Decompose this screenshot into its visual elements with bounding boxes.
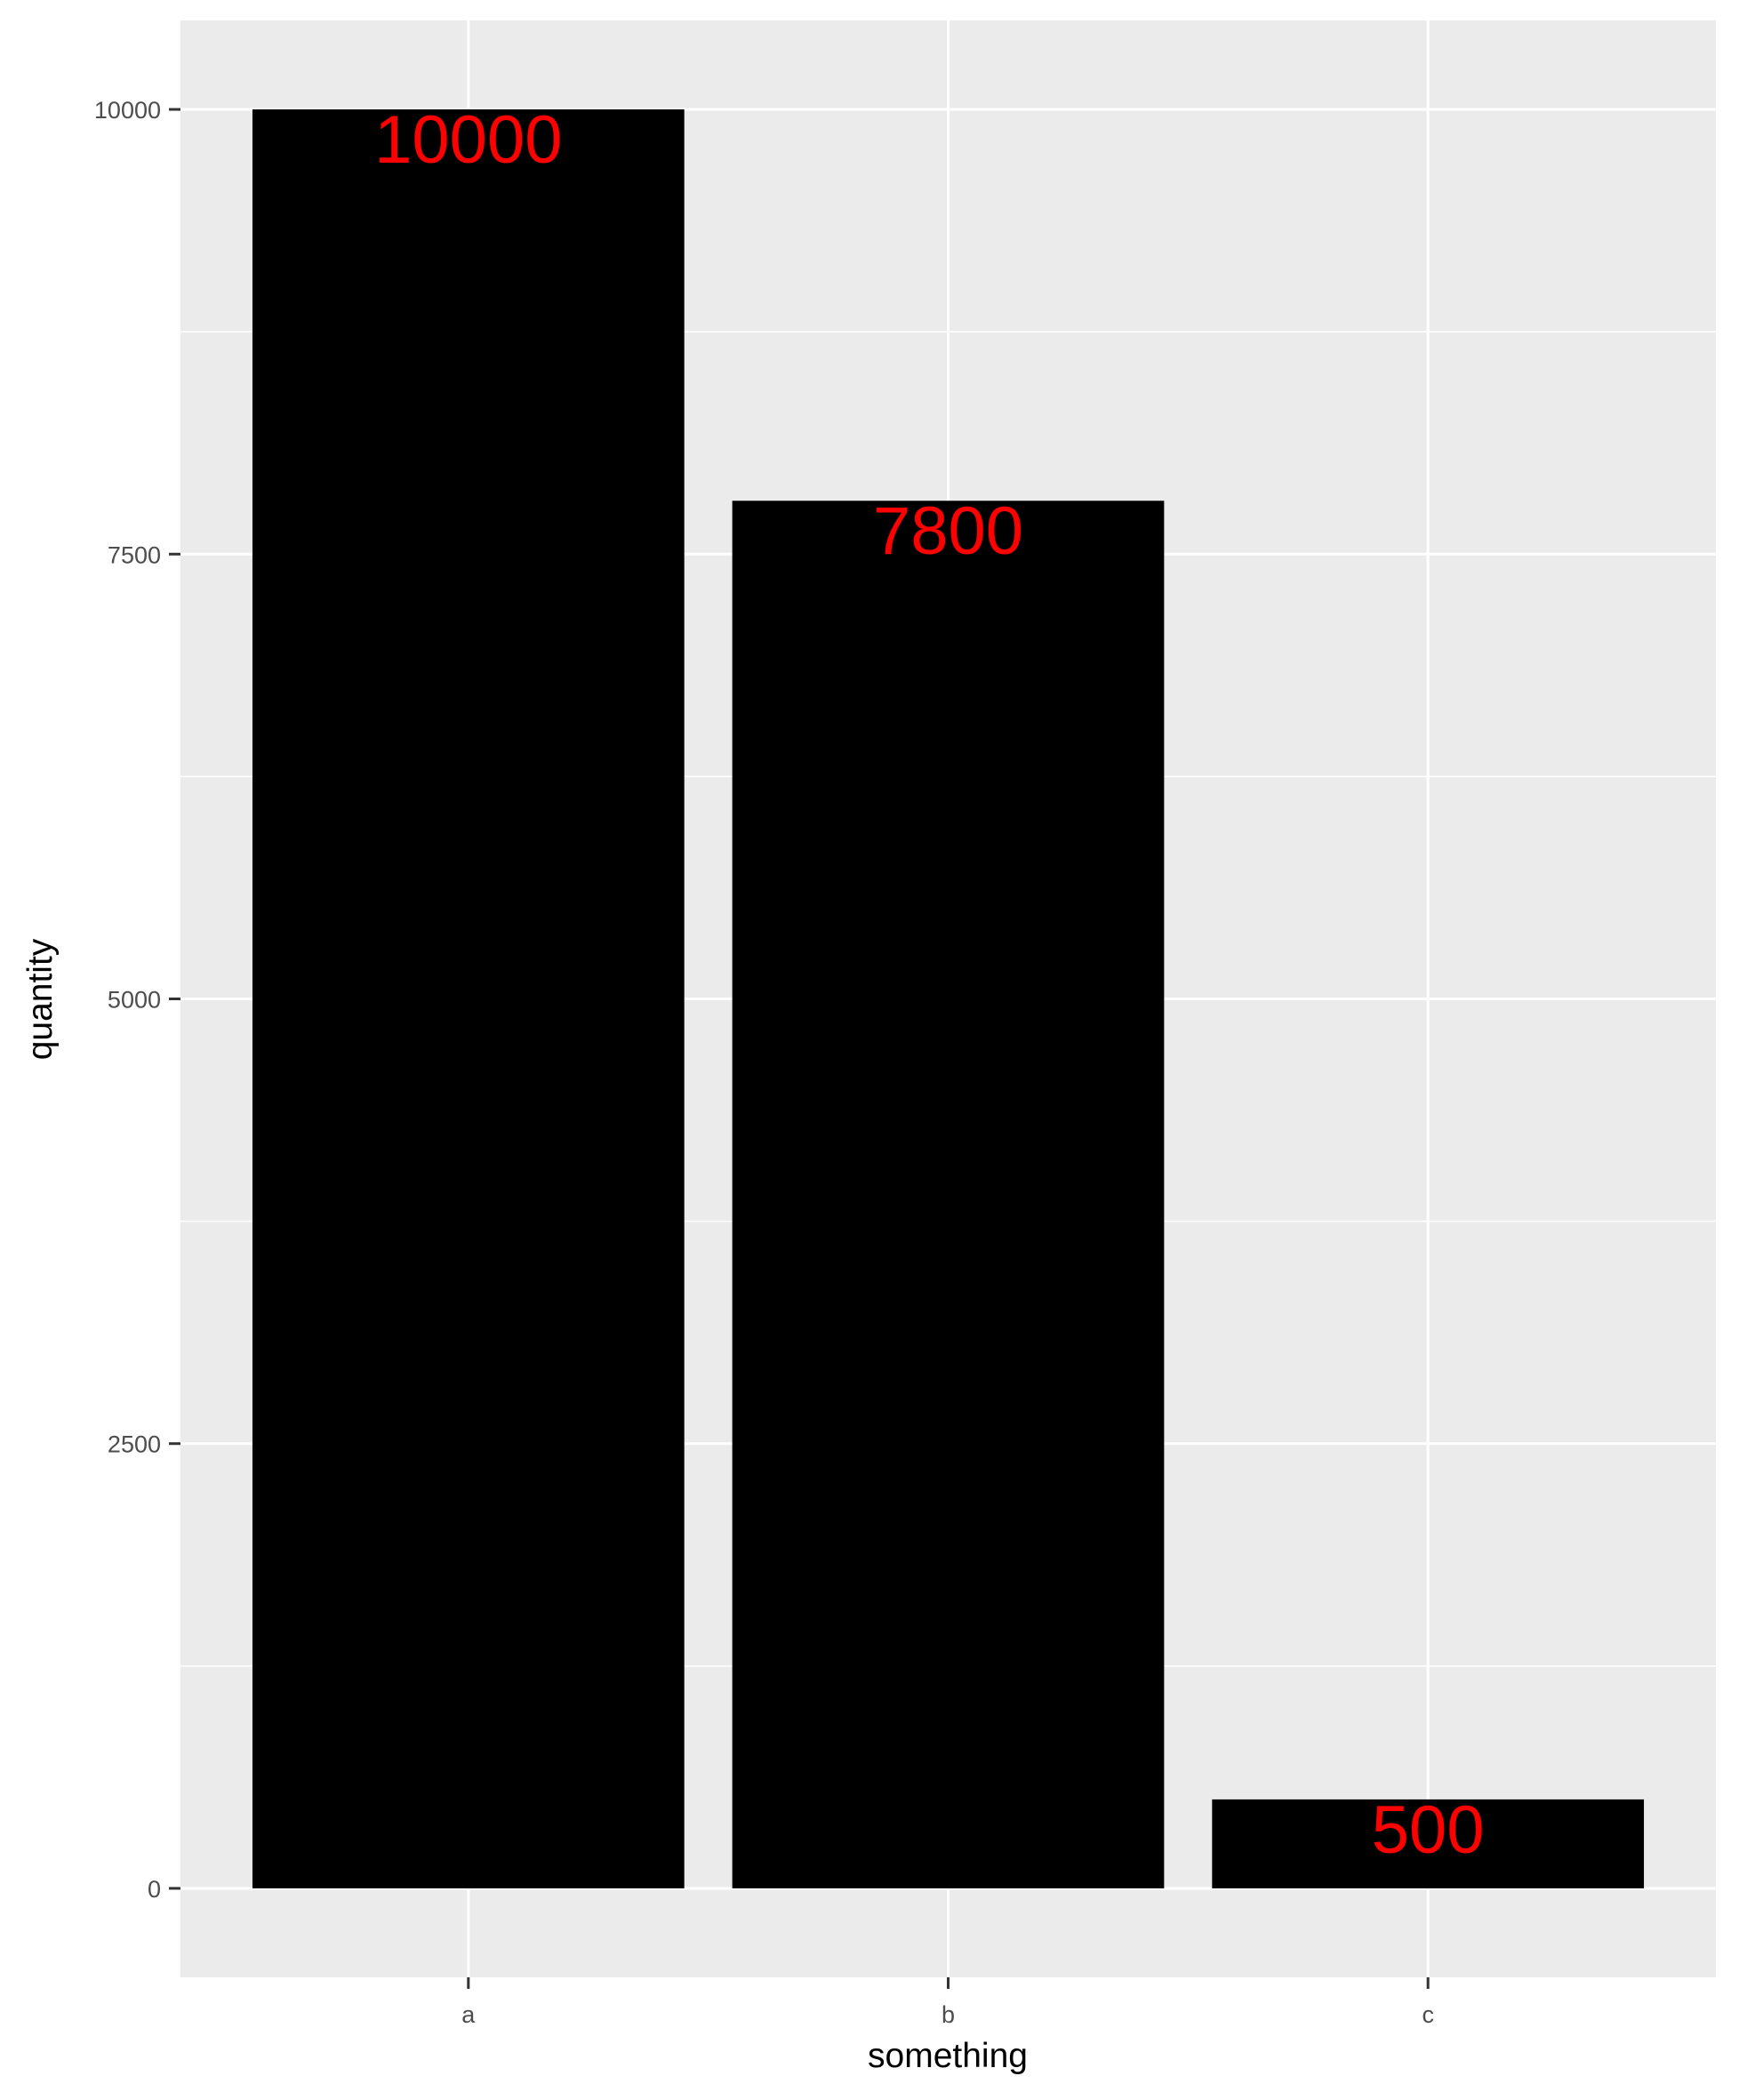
y-tick-label: 7500: [108, 541, 161, 568]
data-label-b: 7800: [873, 493, 1023, 569]
bar-b: [732, 501, 1165, 1888]
x-tick-label: b: [942, 2001, 955, 2028]
x-axis-title: something: [868, 2037, 1028, 2075]
bar-c: [1212, 1799, 1645, 1888]
y-axis: 0 2500 5000 7500 10000: [94, 97, 180, 1903]
x-tick-label: a: [461, 2001, 476, 2028]
x-axis: a b c: [461, 1977, 1434, 2028]
x-tick-label: c: [1422, 2001, 1434, 2028]
data-label-a: 10000: [374, 102, 562, 178]
data-label-c: 500: [1372, 1792, 1485, 1868]
bars: [252, 109, 1645, 1888]
data-labels: 10000 7800 500: [374, 102, 1484, 1868]
y-tick-label: 10000: [94, 97, 161, 124]
y-axis-title: quantity: [21, 938, 60, 1060]
bar-a: [252, 109, 685, 1888]
y-tick-label: 2500: [108, 1431, 161, 1458]
y-tick-label: 5000: [108, 987, 161, 1014]
y-tick-label: 0: [148, 1876, 161, 1903]
